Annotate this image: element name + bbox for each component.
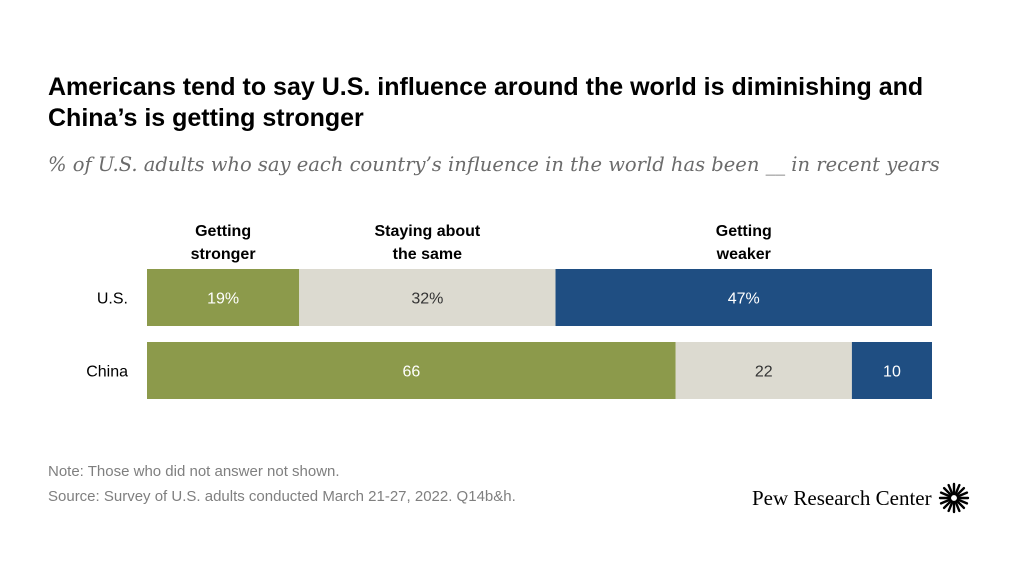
series-label: Staying about	[374, 223, 480, 240]
category-label: China	[86, 364, 128, 381]
bar-segment	[555, 269, 932, 326]
data-label: 10	[883, 364, 901, 381]
data-label: 19%	[207, 291, 239, 308]
pew-logo: Pew Research Center	[752, 482, 970, 514]
data-label: 66	[402, 364, 420, 381]
series-label: Getting	[716, 223, 772, 240]
data-label: 47%	[728, 291, 760, 308]
category-label: U.S.	[97, 291, 128, 308]
series-label: stronger	[191, 246, 256, 263]
data-label: 22	[755, 364, 773, 381]
bar-segment	[851, 342, 932, 399]
data-label: 32%	[411, 291, 443, 308]
pew-sunburst-icon	[938, 482, 969, 514]
bar-segment	[147, 342, 676, 399]
chart-note: Note: Those who did not answer not shown…	[48, 463, 340, 480]
series-label: Getting	[195, 223, 251, 240]
bar-segment	[147, 269, 300, 326]
bar-segment	[675, 342, 852, 399]
series-label: the same	[393, 246, 462, 263]
chart-title: Americans tend to say U.S. influence aro…	[48, 73, 924, 132]
bar-segment	[299, 269, 556, 326]
series-label: weaker	[716, 246, 771, 263]
chart-source: Source: Survey of U.S. adults conducted …	[48, 488, 516, 505]
stacked-bar-chart: U.S. 19% 32% 47% China 66 22 10 Getting stronger S…	[86, 223, 932, 399]
pew-logo-text: Pew Research Center	[752, 485, 932, 510]
chart-subtitle: % of U.S. adults who say each country’s …	[48, 153, 940, 176]
